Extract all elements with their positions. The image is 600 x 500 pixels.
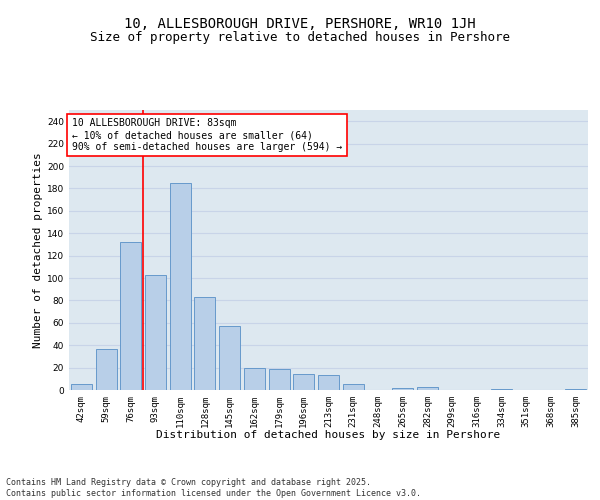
Bar xyxy=(392,388,413,390)
Bar xyxy=(318,376,339,390)
X-axis label: Distribution of detached houses by size in Pershore: Distribution of detached houses by size … xyxy=(157,430,500,440)
Bar xyxy=(145,274,166,390)
Bar xyxy=(491,389,512,390)
Bar xyxy=(95,348,116,390)
Bar xyxy=(293,374,314,390)
Y-axis label: Number of detached properties: Number of detached properties xyxy=(33,152,43,348)
Bar xyxy=(194,297,215,390)
Text: Contains HM Land Registry data © Crown copyright and database right 2025.
Contai: Contains HM Land Registry data © Crown c… xyxy=(6,478,421,498)
Bar xyxy=(565,389,586,390)
Bar xyxy=(244,368,265,390)
Text: 10 ALLESBOROUGH DRIVE: 83sqm
← 10% of detached houses are smaller (64)
90% of se: 10 ALLESBOROUGH DRIVE: 83sqm ← 10% of de… xyxy=(71,118,342,152)
Text: 10, ALLESBOROUGH DRIVE, PERSHORE, WR10 1JH: 10, ALLESBOROUGH DRIVE, PERSHORE, WR10 1… xyxy=(124,18,476,32)
Bar xyxy=(343,384,364,390)
Bar xyxy=(417,386,438,390)
Bar xyxy=(269,368,290,390)
Bar xyxy=(170,183,191,390)
Bar xyxy=(71,384,92,390)
Text: Size of property relative to detached houses in Pershore: Size of property relative to detached ho… xyxy=(90,31,510,44)
Bar xyxy=(219,326,240,390)
Bar xyxy=(120,242,141,390)
